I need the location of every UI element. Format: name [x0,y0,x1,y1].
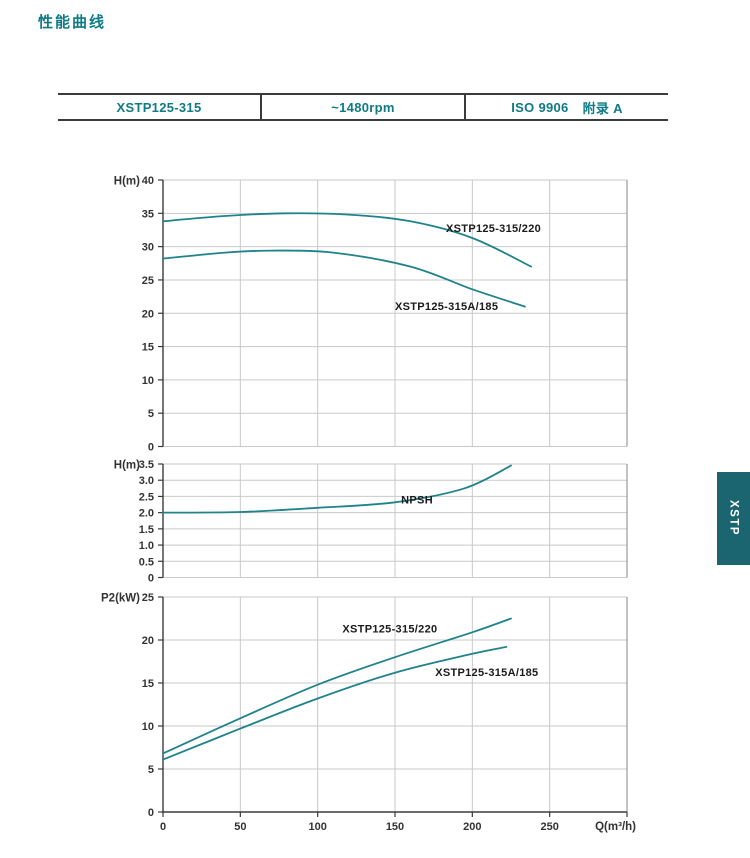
y-tick-label: 30 [142,242,154,254]
y-axis-label: H(m) [114,460,140,472]
y-tick-label: 40 [142,175,154,187]
y-tick-label: 25 [142,592,154,604]
y-tick-label: 0 [148,573,154,585]
page-title: 性能曲线 [38,14,107,31]
curve-XSTP125-315A/185 [162,249,526,308]
chart-head-curves: 0 5 10 15 20 25 30 35 40H(m) XSTP125-315/220 XSTP1… [114,175,628,454]
x-tick-label: 100 [308,821,326,833]
y-tick-label: 35 [142,208,154,220]
chart-npsh-curve: 0 0.5 1.0 1.5 2.0 2.5 3.0 3.5H(m) NPSH [114,459,628,585]
y-tick-label: 1.5 [139,524,154,536]
y-tick-label: 3.5 [139,459,154,471]
x-tick-label: 200 [463,821,481,833]
y-tick-label: 5 [148,408,154,420]
curve-XSTP125-315A/185 [162,646,508,761]
model-cell: XSTP125-315 [58,95,260,119]
standard-cell: ISO 9906 附录 A [464,95,668,119]
curve-NPSH [162,464,512,514]
model-label: XSTP125-315 [116,99,202,115]
y-tick-label: 1.0 [139,540,154,552]
x-tick-label: 150 [386,821,404,833]
curve-label: XSTP125-315/220 [342,623,437,635]
x-axis-label: Q(m³/h) [595,821,636,833]
curve-label: XSTP125-315A/185 [395,301,498,313]
y-tick-label: 0 [148,442,154,454]
y-tick-label: 10 [142,721,154,733]
y-tick-label: 3.0 [139,475,154,487]
x-tick-label: 0 [160,821,166,833]
standard-label: ISO 9906 [511,99,569,115]
y-tick-label: 0.5 [139,556,154,568]
y-tick-label: 0 [148,807,154,819]
curve-label: NPSH [401,495,433,507]
curve-XSTP125-315/220 [162,617,512,755]
side-tab-label: XSTP [727,500,740,537]
y-axis-label: P2(kW) [101,593,140,605]
y-tick-label: 15 [142,342,154,354]
xstp-side-tab: XSTP [717,472,750,565]
y-tick-label: 15 [142,678,154,690]
y-tick-label: 20 [142,635,154,647]
model-header-table: XSTP125-315 ~1480rpm ISO 9906 附录 A [58,93,668,121]
y-axis-label: H(m) [114,176,140,188]
y-tick-label: 2.5 [139,491,154,503]
annex-label: 附录 A [582,100,623,116]
y-tick-label: 5 [148,764,154,776]
y-tick-label: 20 [142,308,154,320]
curve-XSTP125-315/220 [162,212,532,268]
speed-label: ~1480rpm [331,99,395,115]
x-tick-label: 50 [234,821,246,833]
y-tick-label: 2.0 [139,508,154,520]
y-tick-label: 25 [142,275,154,287]
x-tick-label: 250 [540,821,558,833]
curve-label: XSTP125-315/220 [446,223,541,235]
y-tick-label: 10 [142,375,154,387]
curve-label: XSTP125-315A/185 [435,667,538,679]
speed-cell: ~1480rpm [260,95,464,119]
